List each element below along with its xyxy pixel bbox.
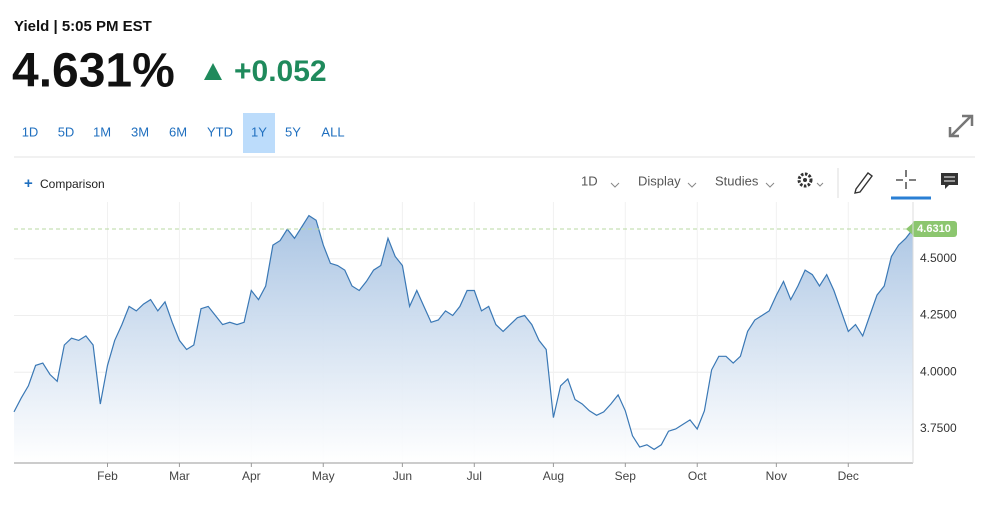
interval-button[interactable]: 1D: [581, 173, 598, 188]
chart: 3.7500 4.0000 4.2500 4.5000 Feb Mar Apr May Jun J…: [13, 202, 957, 483]
last-value-pointer: [906, 223, 913, 236]
x-tick-label: Apr: [242, 469, 261, 483]
x-tick-label: Oct: [688, 469, 707, 483]
y-tick-label: 4.0000: [920, 364, 957, 378]
x-tick-label: Nov: [766, 469, 787, 483]
x-tick-label: Jun: [393, 469, 412, 483]
x-tick-label: Dec: [838, 469, 859, 483]
range-button[interactable]: 1M: [93, 124, 111, 139]
expand-icon[interactable]: [948, 114, 974, 138]
line: [13, 214, 914, 451]
y-tick-label: 3.7500: [920, 421, 957, 435]
comparison-button[interactable]: Comparison: [40, 177, 105, 191]
chevron: [610, 182, 620, 188]
x-tick-label: Mar: [169, 469, 190, 483]
settings-icon[interactable]: [797, 172, 824, 188]
range-button[interactable]: ALL: [321, 124, 344, 139]
last-value-label: 4.6310: [917, 223, 951, 235]
header-title: Yield | 5:05 PM EST: [14, 18, 152, 35]
studies-button[interactable]: Studies: [715, 173, 759, 188]
chevron: [687, 182, 697, 188]
x-tick-label: May: [312, 469, 335, 483]
range-button[interactable]: YTD: [207, 124, 233, 139]
range-button[interactable]: 1Y: [251, 124, 267, 139]
draw-icon[interactable]: [854, 172, 873, 194]
range-button[interactable]: 5D: [58, 124, 75, 139]
comparison-plus[interactable]: +: [24, 175, 33, 192]
up-arrow: [204, 63, 222, 80]
x-tick-label: Aug: [543, 469, 564, 483]
display-button[interactable]: Display: [638, 173, 681, 188]
range-button[interactable]: 1D: [22, 124, 39, 139]
range-button[interactable]: 3M: [131, 124, 149, 139]
y-tick-label: 4.5000: [920, 251, 957, 265]
area-fill: [14, 215, 913, 463]
range-active-bg: [243, 113, 275, 153]
range-button[interactable]: 5Y: [285, 124, 301, 139]
chevron: [765, 182, 775, 188]
x-tick-label: Sep: [615, 469, 637, 483]
crosshair-icon[interactable]: [896, 170, 916, 189]
price: 4.631%: [12, 45, 175, 98]
comments-lines: [944, 176, 955, 182]
last-value-tag: [912, 221, 957, 238]
price-change: +0.052: [234, 55, 327, 88]
y-tick-label: 4.2500: [920, 308, 957, 322]
x-tick-label: Jul: [467, 469, 482, 483]
range-button[interactable]: 6M: [169, 124, 187, 139]
range-buttons: 1D 5D 1M 3M 6M YTD 1Y 5Y ALL: [22, 113, 345, 153]
x-tick-label: Feb: [97, 469, 118, 483]
